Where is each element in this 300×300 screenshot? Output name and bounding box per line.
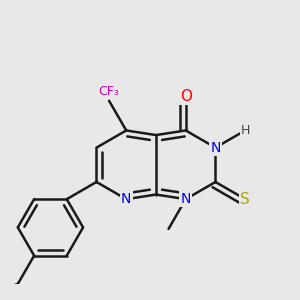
Text: CF₃: CF₃ [99,85,119,98]
Text: N: N [210,141,220,154]
Text: H: H [241,124,250,137]
Text: N: N [121,192,131,206]
Text: N: N [181,192,191,206]
Text: S: S [240,192,250,207]
Text: O: O [180,88,192,104]
